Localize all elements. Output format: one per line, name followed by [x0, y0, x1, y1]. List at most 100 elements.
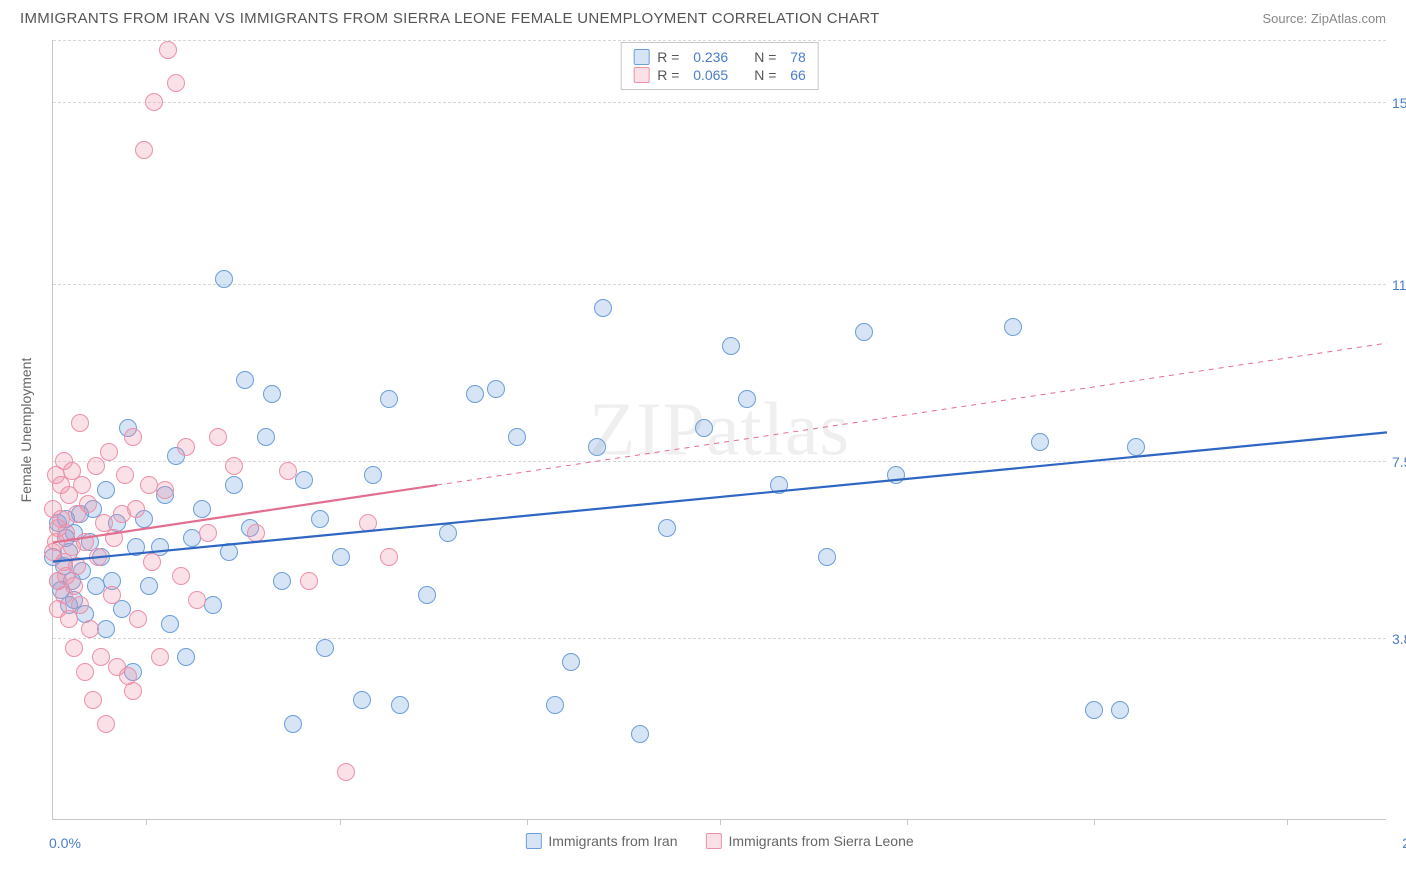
legend-stats-row-sl: R = 0.065 N = 66 — [633, 66, 806, 84]
x-tick — [146, 819, 147, 825]
scatter-point — [658, 519, 676, 537]
scatter-point — [161, 615, 179, 633]
scatter-point — [546, 696, 564, 714]
scatter-point — [770, 476, 788, 494]
scatter-point — [295, 471, 313, 489]
x-tick — [1094, 819, 1095, 825]
scatter-point — [71, 596, 89, 614]
scatter-point — [177, 438, 195, 456]
scatter-point — [353, 691, 371, 709]
n-label: N = — [754, 67, 782, 83]
scatter-point — [364, 466, 382, 484]
x-tick — [720, 819, 721, 825]
scatter-point — [116, 466, 134, 484]
scatter-point — [418, 586, 436, 604]
legend-stats-row-iran: R = 0.236 N = 78 — [633, 48, 806, 66]
scatter-point — [105, 529, 123, 547]
x-tick — [1287, 819, 1288, 825]
scatter-point — [79, 495, 97, 513]
scatter-point — [199, 524, 217, 542]
scatter-point — [81, 620, 99, 638]
scatter-point — [300, 572, 318, 590]
scatter-point — [65, 639, 83, 657]
scatter-point — [76, 663, 94, 681]
scatter-point — [247, 524, 265, 542]
watermark-zip: ZIP — [589, 387, 706, 471]
scatter-point — [631, 725, 649, 743]
scatter-point — [145, 93, 163, 111]
x-tick — [907, 819, 908, 825]
scatter-point — [135, 141, 153, 159]
scatter-point — [588, 438, 606, 456]
scatter-point — [257, 428, 275, 446]
scatter-point — [236, 371, 254, 389]
watermark: ZIPatlas — [589, 386, 850, 473]
y-tick-label: 15.0% — [1392, 95, 1406, 111]
legend-stats: R = 0.236 N = 78 R = 0.065 N = 66 — [620, 42, 819, 90]
scatter-point — [215, 270, 233, 288]
scatter-point — [129, 610, 147, 628]
scatter-point — [818, 548, 836, 566]
y-tick-label: 3.8% — [1392, 631, 1406, 647]
legend-label: Immigrants from Sierra Leone — [728, 833, 913, 849]
n-value: 66 — [790, 67, 806, 83]
scatter-point — [695, 419, 713, 437]
scatter-point — [124, 682, 142, 700]
r-value: 0.065 — [693, 67, 728, 83]
scatter-point — [439, 524, 457, 542]
grid-line: 3.8% — [53, 638, 1386, 639]
scatter-point — [1127, 438, 1145, 456]
scatter-point — [1031, 433, 1049, 451]
swatch-iran-icon — [525, 833, 541, 849]
x-tick — [527, 819, 528, 825]
trend-lines — [53, 40, 1387, 820]
grid-line: 7.5% — [53, 461, 1386, 462]
scatter-point — [127, 500, 145, 518]
scatter-point — [76, 533, 94, 551]
scatter-point — [188, 591, 206, 609]
swatch-sl-icon — [705, 833, 721, 849]
scatter-point — [177, 648, 195, 666]
scatter-point — [391, 696, 409, 714]
scatter-chart: ZIPatlas R = 0.236 N = 78 R = 0.065 N = … — [52, 40, 1386, 820]
r-label: R = — [657, 49, 685, 65]
scatter-point — [263, 385, 281, 403]
scatter-point — [89, 548, 107, 566]
scatter-point — [594, 299, 612, 317]
scatter-point — [156, 481, 174, 499]
chart-title: IMMIGRANTS FROM IRAN VS IMMIGRANTS FROM … — [20, 10, 880, 27]
scatter-point — [68, 557, 86, 575]
scatter-point — [100, 443, 118, 461]
scatter-point — [92, 648, 110, 666]
y-tick-label: 11.2% — [1392, 277, 1406, 293]
scatter-point — [127, 538, 145, 556]
scatter-point — [140, 577, 158, 595]
grid-line — [53, 40, 1386, 41]
x-axis-min-label: 0.0% — [49, 835, 81, 851]
n-label: N = — [754, 49, 782, 65]
scatter-point — [855, 323, 873, 341]
scatter-point — [159, 41, 177, 59]
scatter-point — [311, 510, 329, 528]
watermark-atlas: atlas — [706, 387, 850, 471]
scatter-point — [225, 476, 243, 494]
legend-label: Immigrants from Iran — [548, 833, 677, 849]
y-tick-label: 7.5% — [1392, 454, 1406, 470]
scatter-point — [151, 648, 169, 666]
scatter-point — [1004, 318, 1022, 336]
scatter-point — [466, 385, 484, 403]
scatter-point — [273, 572, 291, 590]
scatter-point — [97, 715, 115, 733]
scatter-point — [284, 715, 302, 733]
scatter-point — [87, 457, 105, 475]
x-tick — [340, 819, 341, 825]
n-value: 78 — [790, 49, 806, 65]
scatter-point — [359, 514, 377, 532]
scatter-point — [124, 428, 142, 446]
scatter-point — [204, 596, 222, 614]
scatter-point — [167, 74, 185, 92]
scatter-point — [97, 481, 115, 499]
scatter-point — [143, 553, 161, 571]
swatch-iran-icon — [633, 49, 649, 65]
scatter-point — [562, 653, 580, 671]
